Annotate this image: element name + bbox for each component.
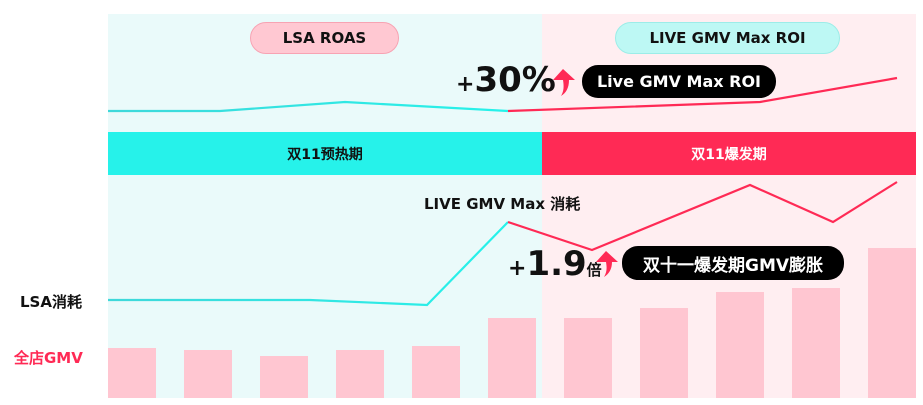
- lsa-roas-pill: LSA ROAS: [250, 22, 399, 54]
- phase-burst: 双11爆发期: [542, 132, 916, 175]
- gmv-bars: [108, 248, 916, 398]
- lsa-roas-line: [108, 100, 509, 113]
- up-arrow-icon: [553, 69, 575, 96]
- live-spend-label: LIVE GMV Max 消耗: [424, 195, 581, 213]
- lsa-spend-side-label: LSA消耗: [20, 293, 82, 311]
- gmv-increase-value: +1.9倍: [508, 244, 602, 284]
- up-arrow-icon: [596, 251, 618, 277]
- roi-increase-value: +30%: [456, 60, 556, 100]
- gmv-tag: 双十一爆发期GMV膨胀: [622, 246, 844, 280]
- roi-tag: Live GMV Max ROI: [582, 65, 776, 98]
- lsa-spend-line: [108, 221, 509, 307]
- live-gmv-max-roi-pill: LIVE GMV Max ROI: [615, 22, 840, 54]
- live-roi-line: [507, 76, 898, 113]
- preheat-background: [108, 14, 542, 398]
- store-gmv-side-label: 全店GMV: [14, 349, 83, 367]
- live-spend-line: [507, 181, 898, 252]
- phase-preheat: 双11预热期: [108, 132, 542, 175]
